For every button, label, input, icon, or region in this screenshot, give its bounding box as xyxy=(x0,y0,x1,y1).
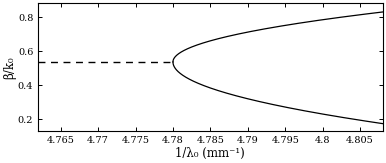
X-axis label: 1/λ₀ (mm⁻¹): 1/λ₀ (mm⁻¹) xyxy=(176,147,245,160)
Y-axis label: β/k₀: β/k₀ xyxy=(3,56,17,79)
